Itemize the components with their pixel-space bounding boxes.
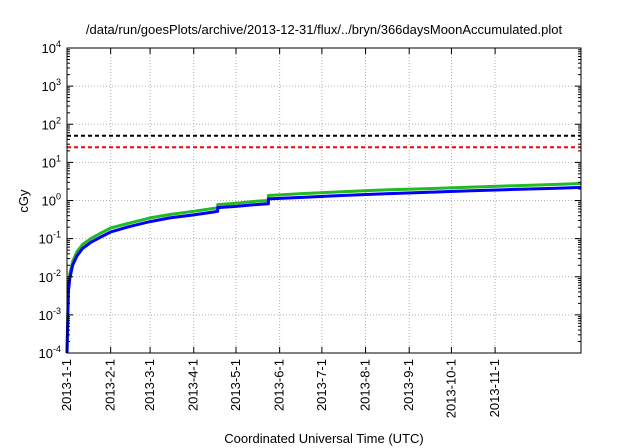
- y-tick-label: 10-4: [39, 344, 61, 361]
- x-tick-label: 2013-9-1: [401, 359, 416, 411]
- series-lines: [65, 182, 582, 354]
- x-tick-label: 2013-4-1: [186, 359, 201, 411]
- x-tick-label: 2013-3-1: [142, 359, 157, 411]
- gridlines: [67, 48, 581, 353]
- y-tick-label: 101: [42, 153, 61, 170]
- series-line: [65, 185, 582, 354]
- y-axis-label: cGy: [16, 189, 31, 213]
- y-tick-label: 10-1: [39, 230, 61, 247]
- series-line: [65, 182, 582, 354]
- x-axis-label: Coordinated Universal Time (UTC): [224, 431, 423, 446]
- x-tick-label: 2013-8-1: [358, 359, 373, 411]
- x-tick-label: 2013-11-1: [487, 359, 502, 417]
- x-tick-label: 2013-1-1: [59, 359, 74, 411]
- y-tick-label: 10-3: [39, 306, 61, 323]
- x-tick-label: 2013-6-1: [272, 359, 287, 411]
- chart-title: /data/run/goesPlots/archive/2013-12-31/f…: [86, 22, 563, 37]
- y-tick-label: 102: [42, 115, 61, 132]
- threshold-lines: [67, 134, 581, 149]
- x-tick-label: 2013-5-1: [228, 359, 243, 411]
- plot-frame: [66, 47, 582, 354]
- x-tick-label: 2013-2-1: [103, 359, 118, 411]
- y-tick-label: 10-2: [39, 268, 61, 285]
- y-tick-label: 100: [42, 192, 61, 209]
- y-tick-label: 103: [42, 77, 61, 94]
- x-axis: 2013-1-1 2013-2-1 2013-3-1 2013-4-1 2013-5-1…: [59, 48, 502, 418]
- y-tick-label: 104: [42, 39, 61, 56]
- x-tick-label: 2013-7-1: [314, 359, 329, 411]
- x-tick-label: 2013-10-1: [443, 359, 458, 418]
